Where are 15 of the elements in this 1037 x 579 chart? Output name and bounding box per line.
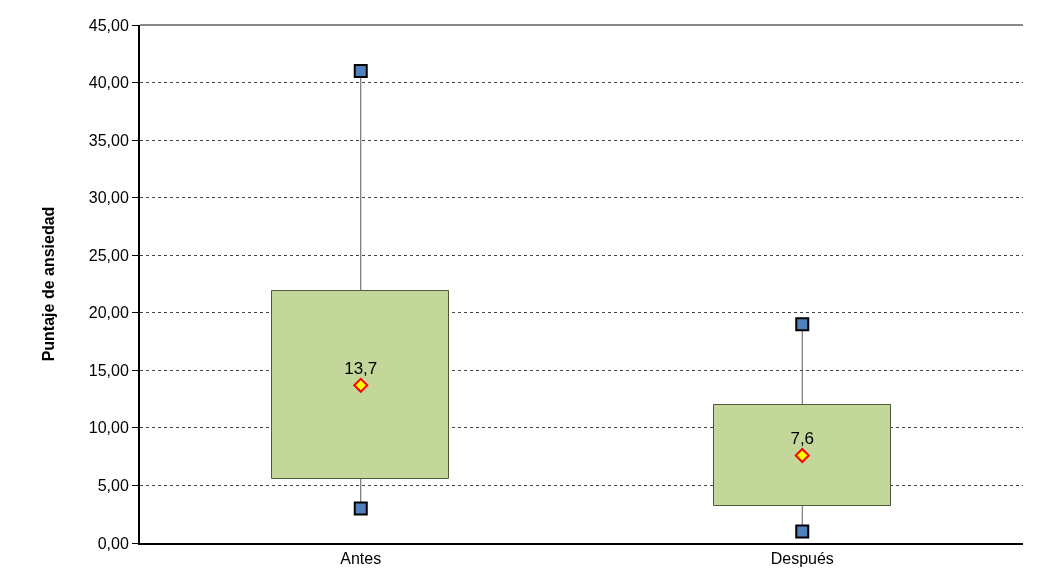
y-tick-label: 20,00 [88, 304, 129, 322]
y-tick-label: 35,00 [88, 131, 129, 149]
y-axis-title: Puntaje de ansiedad [40, 206, 58, 362]
text: 13,7 [344, 358, 378, 378]
y-tick-label: 25,00 [88, 246, 129, 264]
x-tick-label: Después [770, 550, 834, 568]
y-tick-label: 10,00 [88, 419, 129, 437]
y-tick-label: 30,00 [88, 189, 129, 207]
y-tick-label: 40,00 [88, 74, 129, 92]
text: 7,6 [790, 429, 815, 449]
y-tick-label: 15,00 [88, 361, 129, 379]
y-tick-label: 45,00 [88, 16, 129, 34]
y-tick-label: 0,00 [97, 534, 129, 552]
y-tick-label: 5,00 [97, 477, 129, 495]
x-tick-label: Antes [340, 550, 382, 568]
